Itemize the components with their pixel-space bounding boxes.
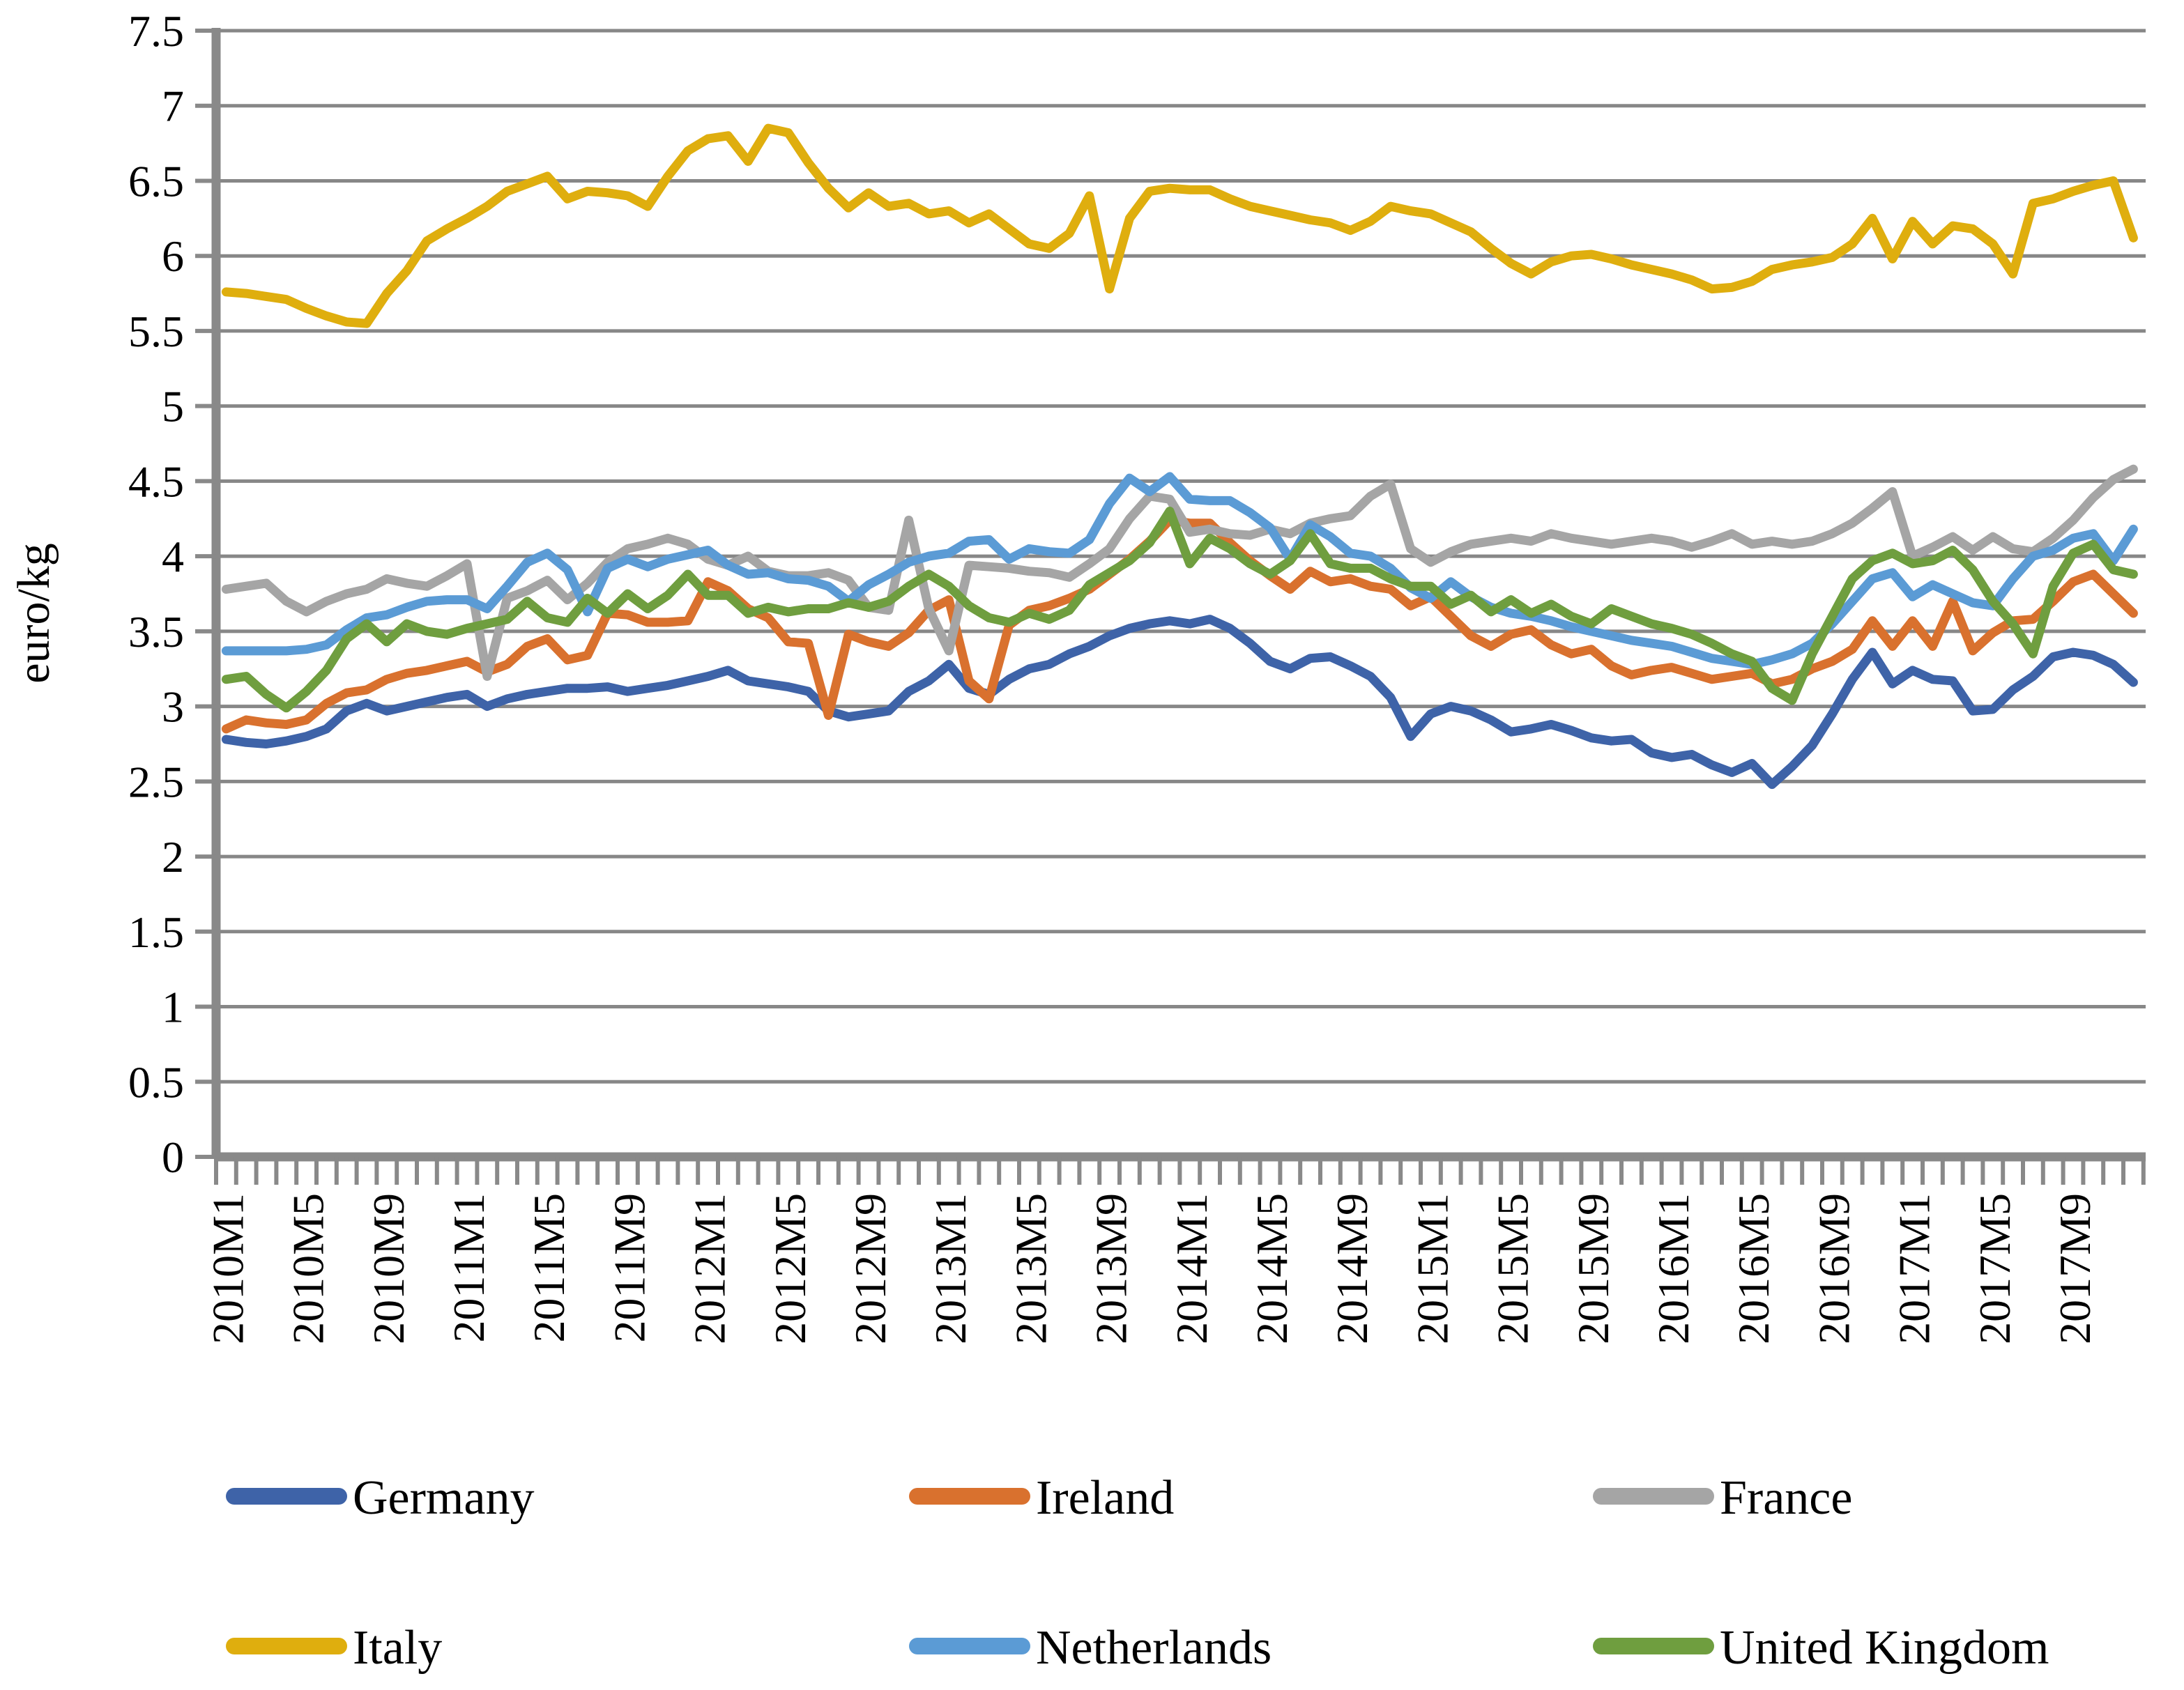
series-line-italy <box>221 123 2138 328</box>
y-tick-label: 4 <box>162 532 184 581</box>
y-tick-label: 5 <box>162 382 184 431</box>
legend-item-italy: Italy <box>226 1621 442 1675</box>
x-tick-label: 2016M1 <box>1649 1193 1698 1344</box>
y-tick-label: 0 <box>162 1132 184 1182</box>
legend-item-germany: Germany <box>226 1471 534 1525</box>
y-tick-label: 4.5 <box>128 456 184 506</box>
x-tick-label: 2013M9 <box>1087 1193 1136 1344</box>
x-tick-label: 2015M5 <box>1488 1193 1538 1344</box>
x-tick-label: 2014M5 <box>1247 1193 1297 1344</box>
legend-item-united-kingdom: United Kingdom <box>1593 1621 2049 1675</box>
legend-label: France <box>1720 1471 1852 1525</box>
y-axis-title: euro/kg <box>8 543 59 684</box>
x-tick-label: 2012M1 <box>685 1193 735 1344</box>
x-axis-tick-labels: 2010M1 2010M5 2010M9 2011M1 2011M5 2011M9 2012… <box>203 1193 2100 1344</box>
gridlines <box>216 29 2146 1084</box>
series-line-france <box>221 464 2138 681</box>
legend-label: Ireland <box>1036 1471 1174 1525</box>
x-tick-label: 2017M5 <box>1970 1193 2019 1344</box>
x-tick-label: 2013M5 <box>1006 1193 1055 1344</box>
legend-item-ireland: Ireland <box>909 1471 1174 1525</box>
legend-swatch <box>909 1638 1030 1654</box>
x-tick-label: 2010M9 <box>364 1193 413 1344</box>
legend: Germany Ireland France Italy Netherlands Unit… <box>226 1471 2049 1675</box>
legend-label: Italy <box>353 1621 442 1675</box>
legend-item-netherlands: Netherlands <box>909 1621 1272 1675</box>
x-tick-label: 2011M1 <box>444 1193 494 1343</box>
legend-label: Germany <box>353 1471 534 1525</box>
legend-swatch <box>1593 1488 1714 1505</box>
y-tick-label: 1 <box>162 983 184 1032</box>
legend-label: United Kingdom <box>1720 1621 2049 1675</box>
legend-swatch <box>226 1638 347 1654</box>
x-tick-label: 2015M9 <box>1568 1193 1618 1344</box>
y-tick-label: 0.5 <box>128 1057 184 1107</box>
x-tick-label: 2011M5 <box>524 1193 574 1343</box>
series-lines <box>221 123 2138 790</box>
x-tick-label: 2015M1 <box>1407 1193 1457 1344</box>
x-tick-label: 2014M9 <box>1327 1193 1377 1344</box>
y-axis-tick-labels: 0 0.5 1 1.5 2 2.5 3 3.5 4 4.5 5 5.5 6 6.5 7 7.5 <box>128 6 184 1182</box>
x-tick-label: 2017M9 <box>2050 1193 2100 1344</box>
y-tick-label: 1.5 <box>128 907 184 957</box>
legend-swatch <box>909 1488 1030 1505</box>
x-tick-label: 2012M9 <box>846 1193 895 1344</box>
y-tick-label: 2.5 <box>128 757 184 806</box>
legend-item-france: France <box>1593 1471 1852 1525</box>
y-tick-label: 2 <box>162 832 184 882</box>
legend-swatch <box>1593 1638 1714 1654</box>
y-tick-label: 7.5 <box>128 6 184 56</box>
series-line-united-kingdom <box>221 507 2138 713</box>
x-tick-label: 2017M1 <box>1890 1193 1939 1344</box>
y-tick-label: 3.5 <box>128 607 184 656</box>
x-tick-label: 2012M5 <box>765 1193 815 1344</box>
x-tick-label: 2014M1 <box>1167 1193 1216 1344</box>
x-tick-label: 2010M1 <box>203 1193 252 1344</box>
x-tick-label: 2013M1 <box>926 1193 975 1344</box>
legend-swatch <box>226 1488 347 1505</box>
x-tick-label: 2011M9 <box>604 1193 654 1343</box>
y-tick-label: 7 <box>162 82 184 131</box>
y-tick-label: 5.5 <box>128 307 184 356</box>
x-tick-label: 2016M5 <box>1729 1193 1778 1344</box>
y-tick-label: 3 <box>162 682 184 732</box>
x-tick-label: 2016M9 <box>1809 1193 1858 1344</box>
y-axis-ticks <box>195 28 216 1159</box>
x-axis-ticks <box>214 1157 2146 1185</box>
x-tick-label: 2010M5 <box>284 1193 333 1344</box>
series-line-germany <box>221 615 2138 790</box>
y-tick-label: 6.5 <box>128 156 184 206</box>
y-tick-label: 6 <box>162 231 184 281</box>
series-line-netherlands <box>221 472 2138 669</box>
legend-label: Netherlands <box>1036 1621 1272 1675</box>
